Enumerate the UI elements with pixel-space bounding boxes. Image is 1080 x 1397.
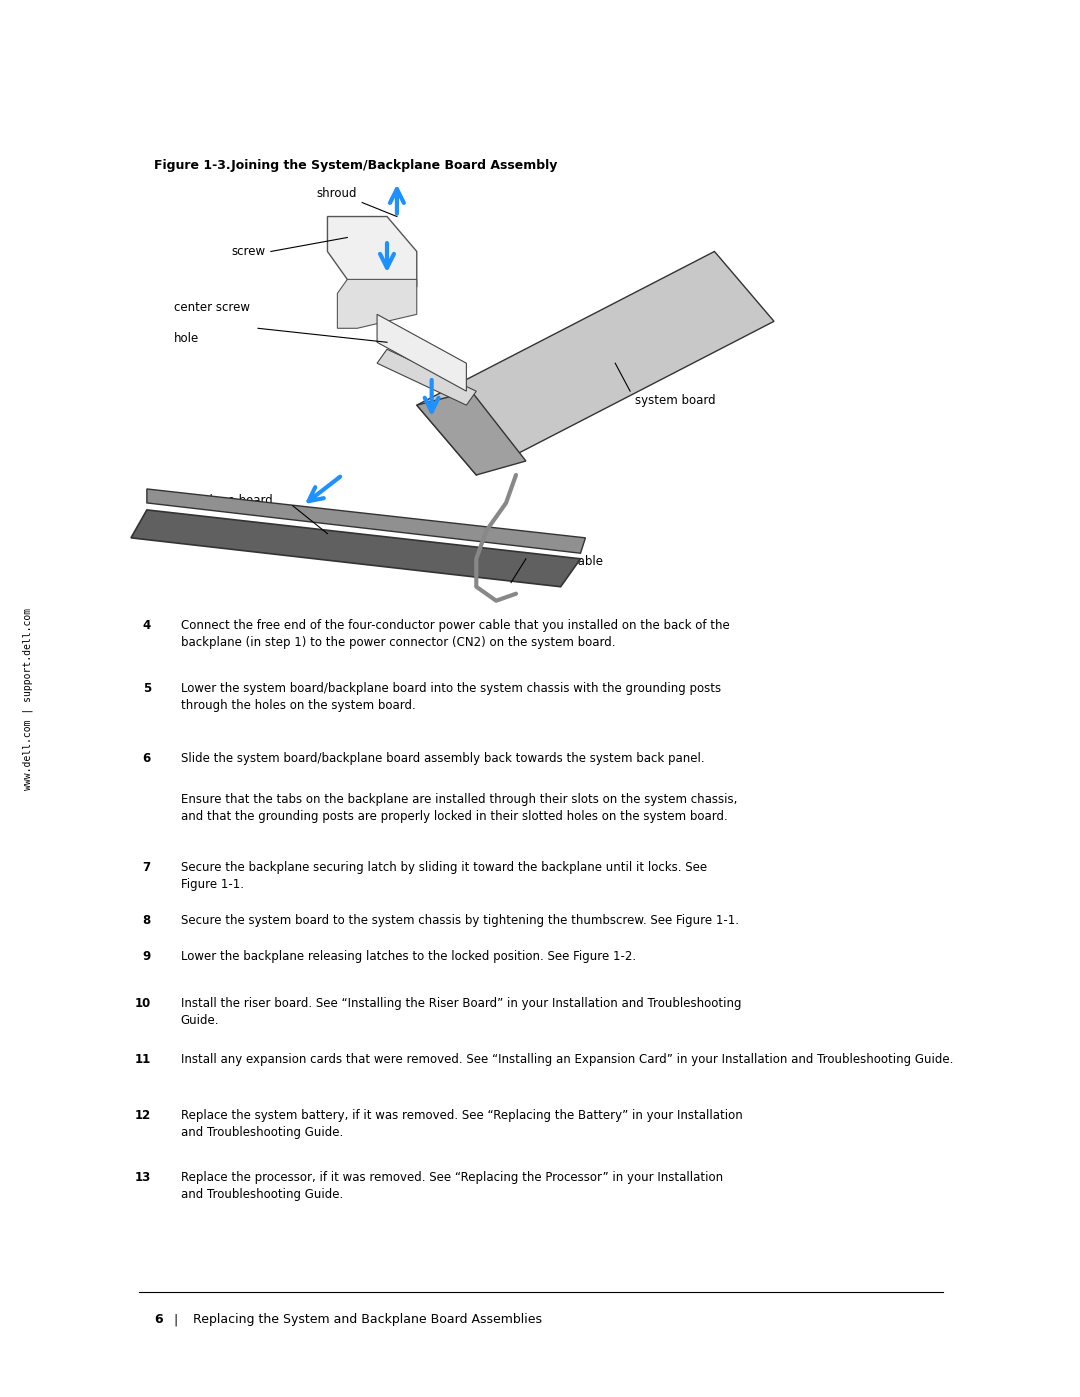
- Text: 8: 8: [143, 914, 151, 926]
- Text: Secure the backplane securing latch by sliding it toward the backplane until it : Secure the backplane securing latch by s…: [180, 861, 706, 890]
- Text: backplane board: backplane board: [174, 493, 272, 507]
- Text: Connect the free end of the four-conductor power cable that you installed on the: Connect the free end of the four-conduct…: [180, 619, 729, 648]
- Text: 4: 4: [143, 619, 151, 631]
- Polygon shape: [131, 510, 580, 587]
- Text: power cable: power cable: [531, 555, 603, 569]
- Text: shroud: shroud: [316, 187, 357, 200]
- Text: Install the riser board. See “Installing the Riser Board” in your Installation a: Install the riser board. See “Installing…: [180, 997, 741, 1027]
- Polygon shape: [337, 279, 417, 328]
- Polygon shape: [377, 349, 476, 405]
- Text: 6: 6: [143, 752, 151, 764]
- Text: 13: 13: [135, 1171, 151, 1183]
- Text: Slide the system board/backplane board assembly back towards the system back pan: Slide the system board/backplane board a…: [180, 752, 704, 764]
- Text: 12: 12: [135, 1109, 151, 1122]
- Text: 11: 11: [135, 1053, 151, 1066]
- Text: Replacing the System and Backplane Board Assemblies: Replacing the System and Backplane Board…: [193, 1313, 542, 1326]
- Polygon shape: [417, 251, 774, 475]
- Text: Install any expansion cards that were removed. See “Installing an Expansion Card: Install any expansion cards that were re…: [180, 1053, 953, 1066]
- Text: screw: screw: [232, 244, 266, 258]
- Text: Ensure that the tabs on the backplane are installed through their slots on the s: Ensure that the tabs on the backplane ar…: [180, 793, 737, 823]
- Text: Joining the System/Backplane Board Assembly: Joining the System/Backplane Board Assem…: [218, 159, 557, 172]
- Text: Replace the system battery, if it was removed. See “Replacing the Battery” in yo: Replace the system battery, if it was re…: [180, 1109, 742, 1139]
- Polygon shape: [417, 391, 526, 475]
- Text: 9: 9: [143, 950, 151, 963]
- Text: 7: 7: [143, 861, 151, 873]
- Text: Lower the backplane releasing latches to the locked position. See Figure 1-2.: Lower the backplane releasing latches to…: [180, 950, 636, 963]
- Polygon shape: [327, 217, 417, 314]
- Text: Replace the processor, if it was removed. See “Replacing the Processor” in your : Replace the processor, if it was removed…: [180, 1171, 723, 1200]
- Text: |: |: [174, 1313, 178, 1326]
- Polygon shape: [377, 314, 467, 391]
- Text: center screw: center screw: [174, 302, 249, 314]
- Text: www.dell.com | support.dell.com: www.dell.com | support.dell.com: [23, 608, 33, 789]
- Text: hole: hole: [174, 332, 199, 345]
- Text: Secure the system board to the system chassis by tightening the thumbscrew. See : Secure the system board to the system ch…: [180, 914, 739, 926]
- Polygon shape: [147, 489, 585, 553]
- Text: 10: 10: [135, 997, 151, 1010]
- Text: system board: system board: [635, 394, 716, 407]
- Text: Figure 1-3.: Figure 1-3.: [153, 159, 230, 172]
- Text: 6: 6: [153, 1313, 162, 1326]
- Text: 5: 5: [143, 682, 151, 694]
- Text: Lower the system board/backplane board into the system chassis with the groundin: Lower the system board/backplane board i…: [180, 682, 720, 711]
